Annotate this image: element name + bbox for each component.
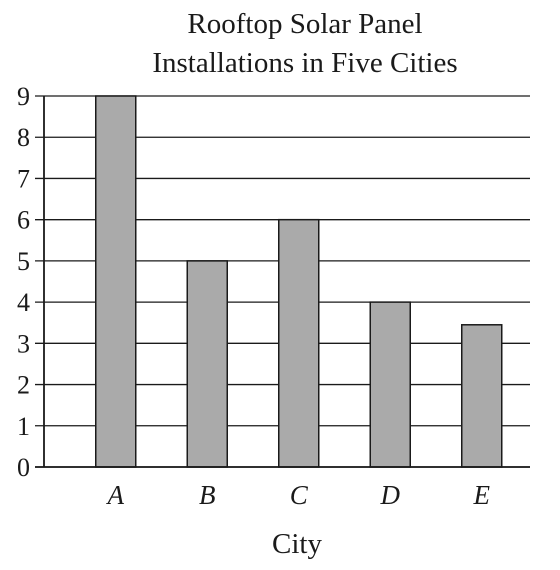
y-tick-label-7: 7 [17, 164, 30, 193]
y-tick-label-4: 4 [17, 288, 30, 317]
chart-title-line-2: Installations in Five Cities [152, 47, 457, 79]
bar-B [186, 260, 228, 468]
x-tick-label-A: A [106, 480, 125, 510]
bar-D [369, 301, 411, 468]
y-tick-label-3: 3 [17, 329, 30, 358]
y-tick-label-6: 6 [17, 206, 30, 235]
y-tick-label-0: 0 [17, 453, 30, 482]
x-tick-label-D: D [380, 480, 401, 510]
x-axis-ticks: A B C D E [106, 480, 491, 510]
bars [95, 95, 503, 468]
bar-C [278, 218, 320, 468]
y-axis-ticks: 0 1 2 3 4 5 6 7 8 9 [17, 82, 30, 482]
x-axis-label: City [272, 528, 322, 560]
bar-A [95, 95, 137, 468]
y-tick-label-2: 2 [17, 371, 30, 400]
chart-title-line-1: Rooftop Solar Panel [187, 8, 422, 40]
x-tick-label-C: C [290, 480, 309, 510]
x-tick-label-B: B [199, 480, 216, 510]
y-tick-label-5: 5 [17, 247, 30, 276]
x-tick-label-E: E [473, 480, 491, 510]
y-tick-label-8: 8 [17, 123, 30, 152]
y-tick-label-9: 9 [17, 82, 30, 111]
bar-E [461, 324, 503, 468]
y-tick-label-1: 1 [17, 412, 30, 441]
